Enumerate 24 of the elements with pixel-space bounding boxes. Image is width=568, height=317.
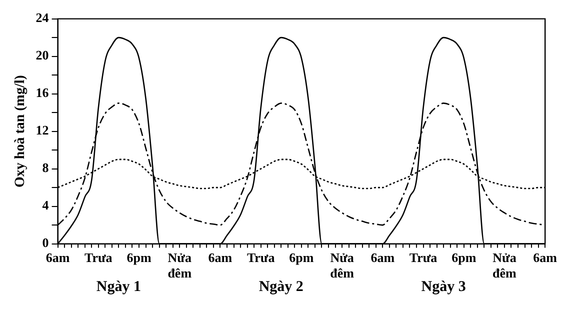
x-tick-label: 6am [208,250,232,265]
x-tick-label: Trưa [84,250,113,265]
x-tick-label: 6pm [289,250,314,265]
y-tick-label: 20 [36,48,49,63]
x-tick-label: Nửa đêm [492,250,517,281]
x-tick-label: Nửa đêm [168,250,192,281]
y-axis-title: Oxy hoà tan (mg/l) [13,74,28,188]
y-tick-label: 16 [36,85,50,100]
x-tick-label: Trưa [246,250,276,265]
text: Ngày 3 [421,279,466,296]
x-tick-label: 6pm [452,250,476,265]
y-tick-label: 8 [42,160,50,176]
x-tick-label: 6am [46,250,70,265]
x-tick-label: Trưa [409,250,438,265]
text: Ngày 2 [258,279,304,296]
y-tick-label: 0 [42,235,49,250]
text: Ngày 1 [96,279,142,296]
x-tick-label: 6am [533,250,558,265]
x-tick-label: 6am [370,250,395,265]
x-tick-label: Nửa đêm [330,250,354,281]
y-tick-label: 12 [36,122,49,138]
y-tick-label: 24 [36,10,50,26]
x-tick-label: 6pm [126,250,152,265]
y-tick-label: 4 [42,198,50,213]
